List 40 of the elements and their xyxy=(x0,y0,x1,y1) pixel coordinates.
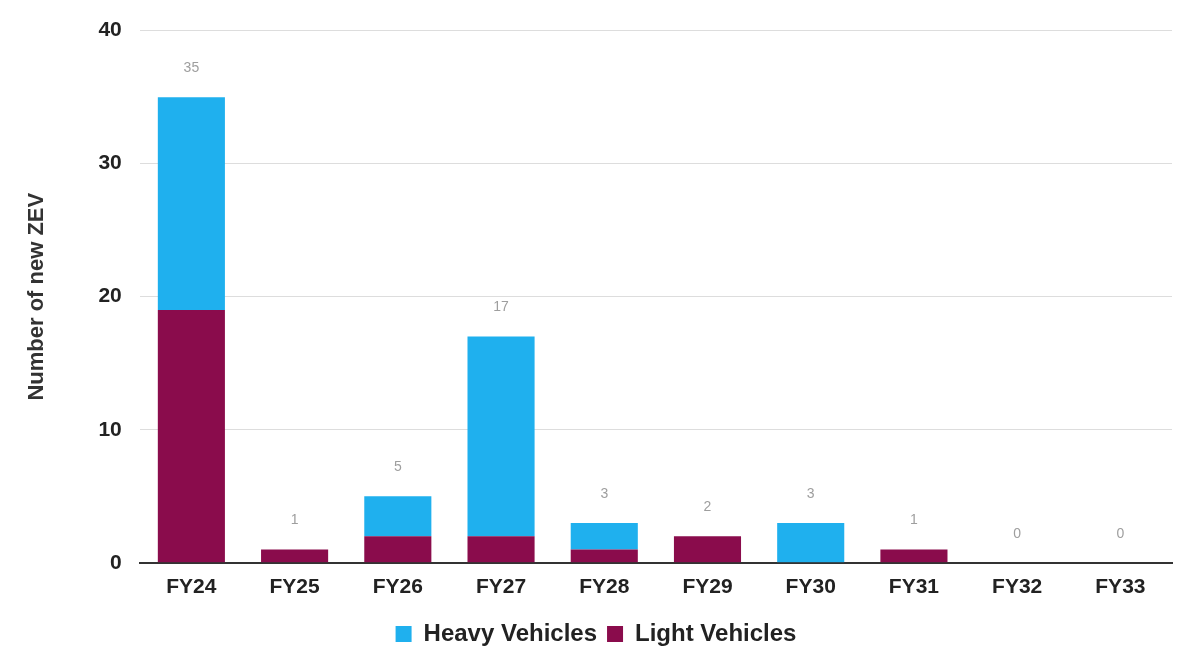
x-tick-label: FY31 xyxy=(888,574,940,598)
x-tick-label: FY32 xyxy=(992,574,1043,598)
bar xyxy=(261,549,329,563)
bar xyxy=(467,336,535,537)
total-label: 0 xyxy=(1013,524,1022,541)
x-tick-label: FY28 xyxy=(579,574,630,598)
total-label: 5 xyxy=(393,458,402,475)
y-tick-label: 30 xyxy=(98,150,122,174)
x-tick-label: FY24 xyxy=(166,574,217,598)
legend-label: Light Vehicles xyxy=(635,618,797,646)
total-label: 1 xyxy=(910,511,919,528)
y-tick-label: 40 xyxy=(98,17,122,41)
x-tick-label: FY30 xyxy=(785,574,836,598)
bar xyxy=(880,549,948,563)
x-tick-label: FY29 xyxy=(682,574,733,598)
x-tick-label: FY25 xyxy=(269,574,321,598)
bar xyxy=(364,536,432,563)
bar xyxy=(673,536,742,563)
total-label: 2 xyxy=(703,498,712,515)
total-label: 0 xyxy=(1116,524,1125,541)
bar xyxy=(570,549,638,563)
x-tick-label: FY33 xyxy=(1095,574,1146,598)
bar xyxy=(570,522,638,550)
bar xyxy=(157,310,225,563)
total-label: 35 xyxy=(183,58,200,75)
legend-label: Heavy Vehicles xyxy=(423,618,598,646)
x-tick-label: FY26 xyxy=(372,574,423,598)
total-label: 3 xyxy=(600,484,609,501)
total-label: 17 xyxy=(493,298,510,315)
y-tick-label: 10 xyxy=(98,416,122,440)
y-axis-title: Number of new ZEV xyxy=(23,192,49,401)
bar xyxy=(157,97,225,311)
x-tick-label: FY27 xyxy=(475,574,527,598)
y-tick-label: 20 xyxy=(98,283,122,307)
total-label: 1 xyxy=(290,511,299,528)
bar xyxy=(777,522,845,563)
bar xyxy=(467,536,535,563)
bar xyxy=(364,496,432,537)
y-tick-label: 0 xyxy=(110,549,122,573)
total-label: 3 xyxy=(806,484,815,501)
